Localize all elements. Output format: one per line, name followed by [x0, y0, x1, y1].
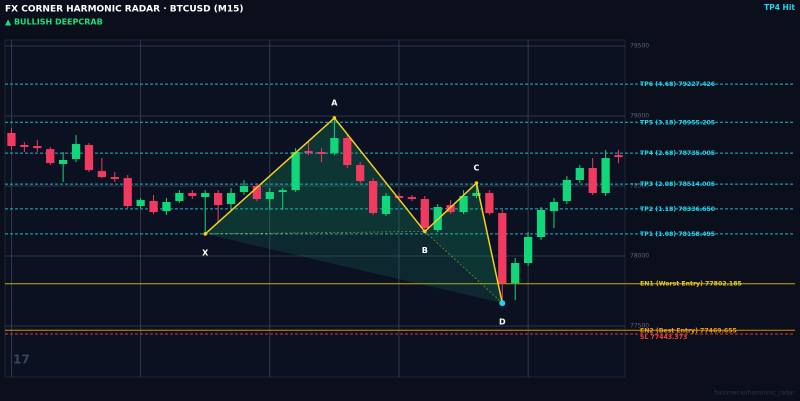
pattern-label: A — [331, 98, 338, 107]
candle-body — [149, 201, 158, 213]
pattern-subtitle: ▲ BULLISH DEEPCRAB — [5, 18, 103, 27]
y-tick-label: 78000 — [630, 253, 649, 260]
footer: fxcorner.io/harmonic_radar — [714, 390, 795, 397]
candle-body — [330, 138, 339, 153]
candle-body — [446, 205, 455, 213]
level-label: TP3 (2.08) 78514.005 — [640, 181, 715, 188]
y-tick-label: 77500 — [630, 323, 649, 330]
candle-body — [523, 236, 533, 264]
candle-body — [213, 193, 223, 206]
candle-body — [46, 149, 55, 164]
candle-body — [562, 180, 572, 202]
pattern-label: D — [499, 318, 506, 327]
candle-body — [368, 180, 378, 214]
level-label: TP4 (2.68) 78735.005 — [640, 150, 715, 157]
level-label: EN2 (Best Entry) 77469.655 — [640, 327, 737, 334]
candle-body — [84, 145, 94, 171]
candle-body — [188, 193, 197, 196]
candle-body — [201, 193, 210, 198]
candle-body — [71, 144, 81, 160]
candle-body — [7, 132, 16, 146]
pattern-label: B — [422, 246, 428, 255]
candle-body — [136, 200, 145, 207]
candle-body — [575, 167, 584, 181]
pattern-label: X — [202, 248, 209, 257]
candle-body — [420, 199, 429, 229]
pattern-point — [422, 229, 427, 234]
candle-body — [343, 138, 352, 166]
pattern-point — [203, 232, 208, 236]
level-label: TP6 (4.68) 79227.426 — [640, 81, 715, 88]
candle-body — [239, 186, 249, 193]
y-tick-label: 79000 — [630, 113, 649, 120]
candle-body — [614, 155, 623, 158]
candle-body — [549, 201, 559, 212]
candle-body — [459, 195, 468, 213]
candle-body — [394, 195, 404, 199]
watermark: 17 — [13, 353, 30, 367]
level-label: TP5 (3.18) 78955.205 — [640, 119, 715, 126]
level-label: SL 77443.373 — [640, 334, 687, 341]
candle-body — [536, 209, 546, 237]
candle-body — [278, 190, 287, 193]
candle-body — [381, 195, 391, 215]
candle-body — [356, 165, 365, 181]
pattern-point — [332, 116, 337, 120]
y-tick-label: 78500 — [630, 183, 649, 190]
candle-body — [588, 167, 597, 194]
candle-body — [110, 177, 119, 180]
candle-body — [58, 159, 68, 165]
candle-body — [226, 193, 236, 205]
candle-body — [162, 201, 171, 212]
candle-body — [265, 192, 274, 200]
y-tick-label: 79500 — [630, 43, 649, 50]
candle-body — [485, 193, 494, 214]
pattern-point — [499, 300, 506, 307]
candle-body — [511, 263, 520, 284]
level-label: EN1 (Worst Entry) 77802.185 — [640, 281, 742, 288]
candle-body — [498, 213, 507, 284]
level-label: TP1 (1.08) 78158.495 — [640, 231, 715, 238]
candle-body — [33, 145, 42, 149]
candle-body — [123, 178, 132, 207]
chart-title: FX CORNER HARMONIC RADAR · BTCUSD (M15) — [5, 5, 243, 15]
pattern-point — [474, 181, 479, 185]
pattern-guide — [205, 231, 425, 235]
pattern-label: C — [474, 164, 480, 173]
candle-body — [317, 152, 326, 154]
candle-body — [407, 197, 417, 200]
candle-body — [601, 158, 610, 194]
status: TP4 Hit — [764, 3, 795, 12]
candle-body — [472, 193, 481, 196]
pattern-fill-xbd — [205, 231, 503, 304]
pattern-guide — [424, 231, 503, 304]
candle-body — [20, 145, 29, 147]
candle-body — [252, 186, 262, 200]
candle-body — [97, 171, 107, 178]
candle-body — [291, 152, 300, 191]
level-label: TP2 (1.18) 78336.650 — [640, 206, 716, 213]
candle-body — [175, 193, 184, 202]
candle-body — [304, 151, 313, 153]
